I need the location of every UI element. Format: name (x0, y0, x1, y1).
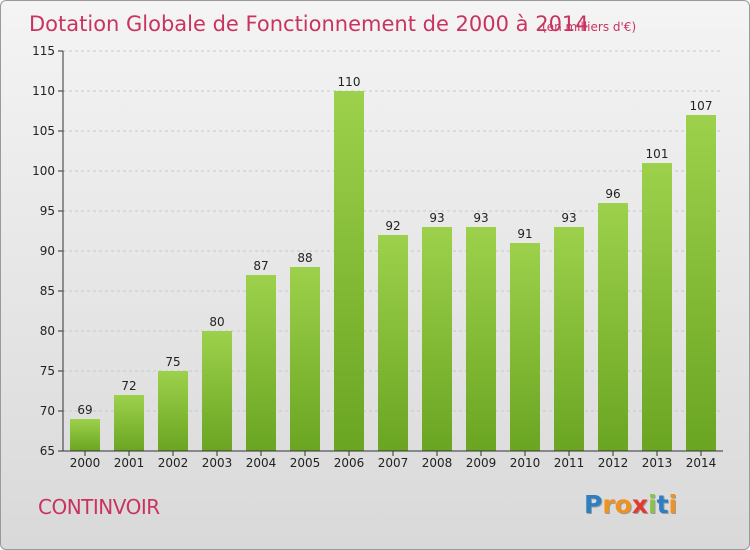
bar-value-label: 110 (338, 75, 361, 89)
bar-value-label: 92 (385, 219, 400, 233)
bar-value-label: 72 (121, 379, 136, 393)
bar-value-label: 87 (253, 259, 268, 273)
y-tick-label: 110 (32, 84, 55, 98)
chart-title: Dotation Globale de Fonctionnement de 20… (29, 12, 589, 36)
y-tick-label: 95 (40, 204, 55, 218)
bar (334, 91, 364, 451)
bar (158, 371, 188, 451)
bar (290, 267, 320, 451)
axis-layer: 65 70 75 80 85 90 95 100 105 110 115 2000 2001 2002 20… (32, 44, 723, 470)
bar-value-label: 69 (77, 403, 92, 417)
y-tick-label: 105 (32, 124, 55, 138)
y-tick-label: 90 (40, 244, 55, 258)
bar-value-label: 107 (690, 99, 713, 113)
x-tick-label: 2012 (598, 456, 629, 470)
y-tick-label: 80 (40, 324, 55, 338)
x-tick-label: 2014 (686, 456, 717, 470)
bar-value-label: 93 (561, 211, 576, 225)
bar (422, 227, 452, 451)
bar-value-label: 80 (209, 315, 224, 329)
bar (114, 395, 144, 451)
bar (642, 163, 672, 451)
x-tick-label: 2000 (70, 456, 101, 470)
bar (510, 243, 540, 451)
logo-letter: i (668, 490, 678, 519)
bar-value-label: 96 (605, 187, 620, 201)
logo-letter: x (631, 490, 648, 519)
bar (554, 227, 584, 451)
bar (686, 115, 716, 451)
x-tick-label: 2005 (290, 456, 321, 470)
bar (202, 331, 232, 451)
bar (246, 275, 276, 451)
x-tick-label: 2006 (334, 456, 365, 470)
bar-value-label: 75 (165, 355, 180, 369)
bar-value-label: 91 (517, 227, 532, 241)
bar (378, 235, 408, 451)
x-tick-label: 2010 (510, 456, 541, 470)
commune-name: CONTINVOIR (38, 495, 160, 519)
logo-letter: o (614, 490, 632, 519)
bar-value-label: 88 (297, 251, 312, 265)
y-tick-label: 100 (32, 164, 55, 178)
bar-value-label: 101 (646, 147, 669, 161)
x-tick-label: 2013 (642, 456, 673, 470)
bar (466, 227, 496, 451)
logo-letter: t (656, 490, 669, 519)
x-tick-label: 2007 (378, 456, 409, 470)
x-tick-label: 2002 (158, 456, 189, 470)
y-tick-label: 65 (40, 444, 55, 458)
logo-letter: i (648, 490, 657, 519)
x-tick-label: 2003 (202, 456, 233, 470)
y-tick-label: 85 (40, 284, 55, 298)
y-tick-label: 70 (40, 404, 55, 418)
chart-unit-note: (en milliers d'€) (542, 20, 636, 34)
bar (70, 419, 100, 451)
bar (598, 203, 628, 451)
bar-value-label: 93 (473, 211, 488, 225)
y-tick-label: 75 (40, 364, 55, 378)
proxiti-logo: Proxiti (584, 490, 677, 519)
y-tick-label: 115 (32, 44, 55, 58)
logo-letter: P (584, 490, 603, 519)
x-tick-label: 2004 (246, 456, 277, 470)
bar-value-label: 93 (429, 211, 444, 225)
x-tick-label: 2008 (422, 456, 453, 470)
x-tick-label: 2011 (554, 456, 585, 470)
x-tick-label: 2009 (466, 456, 497, 470)
bars-layer: 69 72 75 80 87 88 110 92 93 93 91 93 96 101 107 (70, 75, 716, 451)
x-tick-label: 2001 (114, 456, 145, 470)
logo-letter: r (602, 490, 615, 519)
